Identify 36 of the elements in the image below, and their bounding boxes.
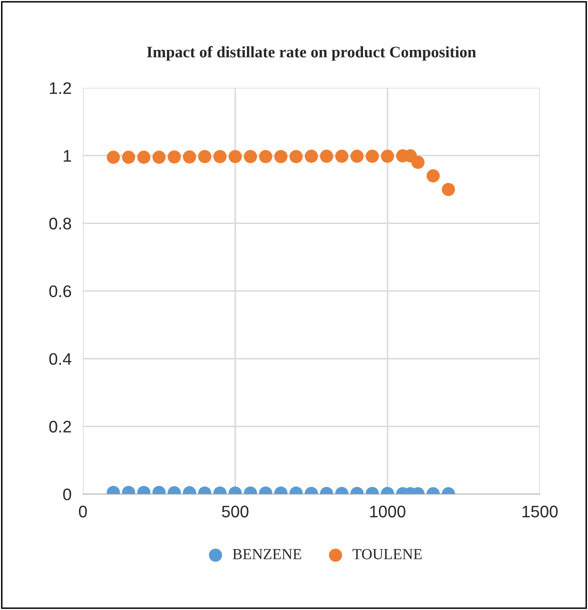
- y-tick-label: 1.2: [50, 82, 71, 94]
- point: [290, 150, 303, 164]
- y-tick-label: 0.8: [49, 218, 72, 230]
- point: [320, 150, 334, 163]
- point: [411, 156, 425, 169]
- point: [442, 182, 455, 196]
- x-tick-label: 1000: [370, 506, 406, 518]
- point: [213, 150, 227, 164]
- point: [198, 150, 212, 164]
- point: [168, 150, 181, 164]
- point: [137, 150, 150, 164]
- legend-label: BENZENE: [232, 549, 302, 560]
- point: [274, 150, 288, 164]
- x-tick-label: 500: [222, 506, 248, 518]
- y-tick-label: 0.2: [49, 420, 71, 433]
- point: [228, 150, 242, 164]
- point: [366, 150, 379, 163]
- y-tick-label: 1: [64, 150, 71, 162]
- point: [259, 150, 272, 164]
- point: [106, 150, 120, 164]
- y-tick-label: 0: [63, 488, 72, 500]
- y-tick-label: 0.4: [49, 353, 72, 365]
- point: [244, 150, 258, 164]
- x-tick-label: 0: [78, 506, 87, 518]
- point: [182, 150, 196, 164]
- point: [350, 150, 364, 163]
- point: [122, 150, 136, 164]
- chart-title: Impact of distillate rate on product Composition: [146, 46, 476, 61]
- point: [304, 150, 318, 163]
- point: [426, 169, 440, 182]
- point: [152, 150, 166, 164]
- x-tick-label: 1500: [522, 506, 558, 518]
- point: [380, 150, 394, 163]
- legend-label: TOULENE: [352, 549, 422, 560]
- y-tick-label: 0.6: [49, 285, 72, 298]
- point: [335, 150, 348, 163]
